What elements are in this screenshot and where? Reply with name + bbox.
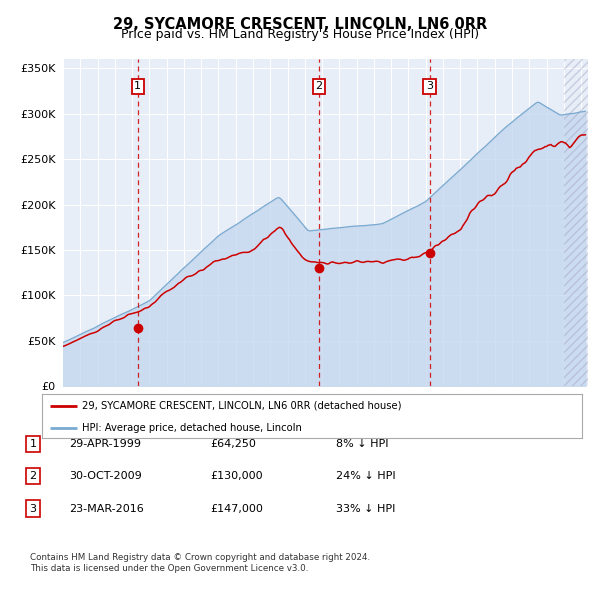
Text: £147,000: £147,000 bbox=[210, 504, 263, 513]
Text: 3: 3 bbox=[29, 504, 37, 513]
Text: 30-OCT-2009: 30-OCT-2009 bbox=[69, 471, 142, 481]
Text: 29, SYCAMORE CRESCENT, LINCOLN, LN6 0RR (detached house): 29, SYCAMORE CRESCENT, LINCOLN, LN6 0RR … bbox=[83, 401, 402, 411]
Text: 29-APR-1999: 29-APR-1999 bbox=[69, 439, 141, 448]
Text: £64,250: £64,250 bbox=[210, 439, 256, 448]
Text: 29, SYCAMORE CRESCENT, LINCOLN, LN6 0RR: 29, SYCAMORE CRESCENT, LINCOLN, LN6 0RR bbox=[113, 17, 487, 31]
Text: £130,000: £130,000 bbox=[210, 471, 263, 481]
Text: 33% ↓ HPI: 33% ↓ HPI bbox=[336, 504, 395, 513]
Text: 23-MAR-2016: 23-MAR-2016 bbox=[69, 504, 144, 513]
Text: Contains HM Land Registry data © Crown copyright and database right 2024.
This d: Contains HM Land Registry data © Crown c… bbox=[30, 553, 370, 573]
Text: 1: 1 bbox=[134, 81, 141, 91]
Text: 8% ↓ HPI: 8% ↓ HPI bbox=[336, 439, 389, 448]
Text: Price paid vs. HM Land Registry's House Price Index (HPI): Price paid vs. HM Land Registry's House … bbox=[121, 28, 479, 41]
Text: 3: 3 bbox=[426, 81, 433, 91]
Text: HPI: Average price, detached house, Lincoln: HPI: Average price, detached house, Linc… bbox=[83, 423, 302, 433]
Text: 24% ↓ HPI: 24% ↓ HPI bbox=[336, 471, 395, 481]
Text: 2: 2 bbox=[29, 471, 37, 481]
Text: 1: 1 bbox=[29, 439, 37, 448]
Text: 2: 2 bbox=[316, 81, 323, 91]
